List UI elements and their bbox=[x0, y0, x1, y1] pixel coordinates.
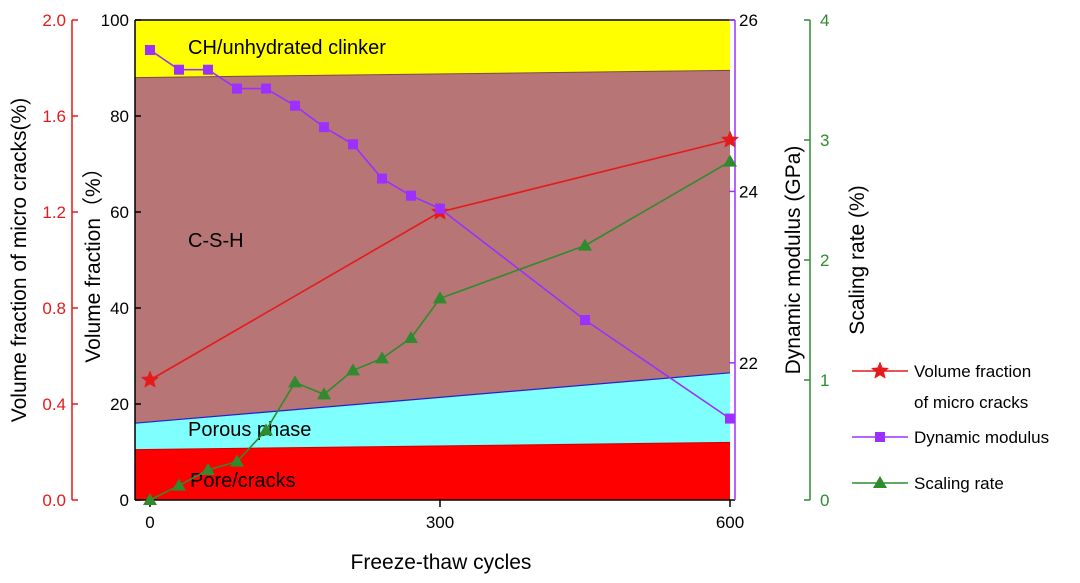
dynamic-modulus-point bbox=[725, 413, 735, 424]
legend-scaling-rate-label: Scaling rate bbox=[914, 474, 1004, 493]
scaling-rate-point bbox=[404, 331, 418, 343]
volume-fraction-tick-label: 40 bbox=[110, 299, 129, 318]
micro-cracks-tick-label: 2.0 bbox=[42, 11, 66, 30]
scaling-rate-point bbox=[375, 351, 389, 364]
scaling-rate-point bbox=[288, 375, 302, 388]
dynamic-modulus-point bbox=[435, 203, 445, 214]
region-csh bbox=[135, 70, 730, 424]
micro-cracks-tick-label: 1.6 bbox=[42, 107, 66, 126]
region-label-pore-cracks: Pore/cracks bbox=[190, 470, 296, 492]
legend-scaling-rate-marker bbox=[873, 476, 887, 488]
scaling-rate-point bbox=[723, 154, 737, 167]
volume-fraction-tick-label: 80 bbox=[110, 107, 129, 126]
scaling-rate-tick-label: 4 bbox=[820, 11, 829, 30]
plot-frame bbox=[135, 19, 735, 501]
scaling-rate-tick-label: 2 bbox=[820, 251, 829, 270]
dynamic-modulus-axis-title: Dynamic modulus (GPa) bbox=[782, 146, 805, 375]
dynamic-modulus-point bbox=[348, 139, 358, 150]
legend-dynamic-modulus-marker bbox=[875, 432, 885, 442]
scaling-rate-tick-label: 0 bbox=[820, 491, 829, 510]
region-labels: Pore/cracks Porous phase C-S-H CH/unhydrate… bbox=[188, 37, 386, 492]
boundary-ch-csh bbox=[134, 69, 731, 79]
scaling-rate-point bbox=[172, 478, 186, 491]
scaling-rate-point bbox=[317, 387, 331, 400]
dynamic-modulus-tick-label: 24 bbox=[739, 182, 758, 201]
scaling-rate-tick-label: 3 bbox=[820, 131, 829, 150]
scaling-rate-point bbox=[201, 463, 215, 475]
legend-volume-fraction-of-micro-cracks-marker bbox=[870, 361, 890, 379]
region-label-porous-phase: Porous phase bbox=[188, 419, 311, 441]
volume-fraction-axis-title: Volume fraction（%） bbox=[82, 157, 105, 362]
dynamic-modulus-point bbox=[232, 83, 242, 94]
micro-cracks-tick-label: 0.0 bbox=[42, 491, 66, 510]
boundary-csh-porous bbox=[134, 372, 731, 424]
x-tick-label: 600 bbox=[716, 513, 744, 532]
scaling-rate-point bbox=[230, 454, 244, 467]
region-label-csh: C-S-H bbox=[188, 230, 244, 252]
legend-volume-fraction-of-micro-cracks-label: Volume fraction bbox=[914, 362, 1031, 381]
data-series bbox=[140, 45, 740, 505]
dynamic-modulus-point bbox=[580, 315, 590, 325]
micro-cracks-tick-label: 1.2 bbox=[42, 203, 66, 222]
scaling-rate-point bbox=[259, 423, 273, 436]
volume-fraction-tick-label: 20 bbox=[110, 395, 129, 414]
scaling-rate-point bbox=[346, 363, 360, 376]
legend: Volume fraction of micro cracks Dynamic mo… bbox=[852, 361, 1049, 493]
region-porous-phase bbox=[135, 372, 730, 450]
x-axis-title: Freeze-thaw cycles bbox=[351, 551, 532, 574]
dynamic-modulus-point bbox=[174, 64, 184, 75]
scaling-rate-point bbox=[433, 291, 447, 304]
boundary-porous-pore bbox=[134, 441, 731, 451]
scaling-rate-point bbox=[578, 238, 592, 251]
dynamic-modulus-point bbox=[290, 100, 300, 111]
micro-cracks-tick-label: 0.4 bbox=[42, 395, 66, 414]
micro-cracks-axis-title: Volume fraction of micro cracks(%) bbox=[8, 98, 31, 422]
phase-regions bbox=[134, 20, 731, 500]
dynamic-modulus-tick-label: 22 bbox=[739, 354, 758, 373]
legend-dynamic-modulus-label: Dynamic modulus bbox=[914, 428, 1049, 447]
dynamic-modulus-point bbox=[406, 190, 416, 201]
volume-fraction-of-micro-cracks-point bbox=[140, 370, 160, 388]
dynamic-modulus-point bbox=[261, 83, 271, 94]
volume-fraction-tick-label: 100 bbox=[101, 11, 129, 30]
volume-fraction-tick-label: 0 bbox=[120, 491, 129, 510]
dynamic-modulus-point bbox=[145, 45, 155, 55]
dynamic-modulus-point bbox=[319, 122, 329, 133]
x-tick-label: 0 bbox=[145, 513, 154, 532]
scaling-rate-axis-title: Scaling rate (%) bbox=[846, 185, 869, 334]
volume-fraction-tick-label: 60 bbox=[110, 203, 129, 222]
micro-cracks-tick-label: 0.8 bbox=[42, 299, 66, 318]
x-tick-label: 300 bbox=[426, 513, 454, 532]
dynamic-modulus-tick-label: 26 bbox=[739, 11, 758, 30]
region-ch-clinker bbox=[135, 20, 730, 78]
dynamic-modulus-point bbox=[377, 173, 387, 184]
volume-fraction-of-micro-cracks-point bbox=[720, 130, 740, 148]
scaling-rate-tick-label: 1 bbox=[820, 371, 829, 390]
region-pore-cracks bbox=[135, 442, 730, 500]
scaling-rate-point bbox=[143, 493, 157, 505]
region-label-ch-clinker: CH/unhydrated clinker bbox=[188, 37, 386, 59]
legend-volume-fraction-of-micro-cracks-label: of micro cracks bbox=[914, 393, 1028, 412]
dynamic-modulus-point bbox=[203, 64, 213, 75]
